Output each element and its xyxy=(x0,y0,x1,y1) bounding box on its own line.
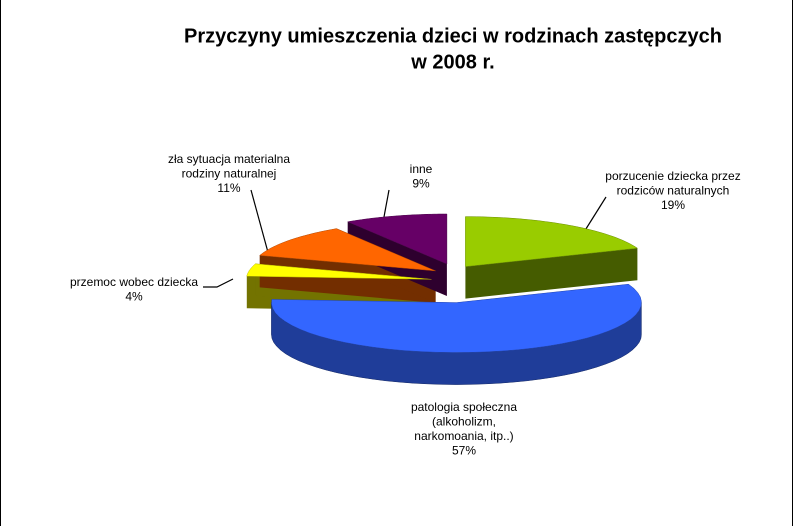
slice-label: porzucenie dziecka przez xyxy=(605,169,740,183)
chart-title: Przyczyny umieszczenia dzieci w rodzinac… xyxy=(184,25,722,47)
slice-label: przemoc wobec dziecka xyxy=(70,275,198,289)
slice xyxy=(271,283,642,353)
slice xyxy=(259,228,436,272)
value-label: 9% xyxy=(412,177,430,191)
slice xyxy=(465,216,639,267)
slice-label: rodziny naturalnej xyxy=(182,167,277,181)
chart-title: w 2008 r. xyxy=(410,51,494,73)
slice xyxy=(246,263,432,280)
value-label: 57% xyxy=(452,444,476,458)
slice-label: patologia społeczna xyxy=(411,400,517,414)
value-label: 4% xyxy=(125,290,143,304)
value-label: 19% xyxy=(661,198,685,212)
value-label: 11% xyxy=(217,181,240,195)
slice xyxy=(346,213,448,265)
leader-line xyxy=(203,278,234,288)
slice-side xyxy=(465,248,638,299)
slice-label: rodziców naturalnych xyxy=(617,184,730,198)
slice-label: (alkoholizm, xyxy=(432,415,496,429)
slice-label: inne xyxy=(410,162,433,176)
slice-label: narkomoania, itp..) xyxy=(414,429,513,443)
slice-label: zła sytuacja materialna xyxy=(168,152,290,166)
leader-line xyxy=(250,189,270,257)
